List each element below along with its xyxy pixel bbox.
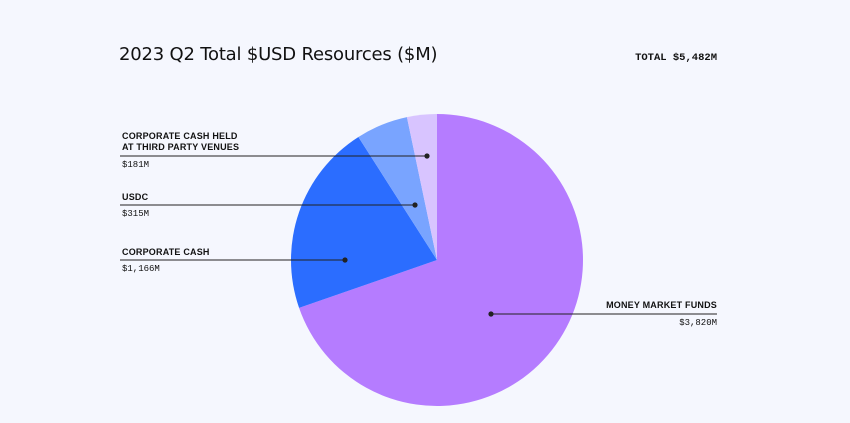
slice-labels: MONEY MARKET FUNDS $3,820M CORPORATE CASH $… bbox=[122, 131, 717, 328]
pie-slice-money-market-funds bbox=[299, 114, 583, 407]
leader-dot-corporate-cash bbox=[342, 257, 348, 263]
leader-dot-usdc bbox=[412, 202, 418, 208]
total-label: TOTAL $5,482M bbox=[635, 52, 717, 64]
slice-value-label: $315M bbox=[122, 209, 149, 219]
slice-value-label: $1,166M bbox=[122, 264, 160, 274]
slice-name-label: MONEY MARKET FUNDS bbox=[606, 300, 717, 310]
slice-value-label: $3,820M bbox=[679, 318, 717, 328]
pie-slice-usdc bbox=[358, 117, 437, 260]
pie-slice-corporate-cash bbox=[290, 136, 437, 308]
pie-slices bbox=[290, 114, 583, 407]
chart-title: 2023 Q2 Total $USD Resources ($M) bbox=[119, 44, 438, 65]
slice-name-label: AT THIRD PARTY VENUES bbox=[122, 142, 239, 152]
slice-name-label: USDC bbox=[122, 192, 149, 202]
leader-dot-money-market-funds bbox=[488, 311, 494, 317]
slice-name-label: CORPORATE CASH HELD bbox=[122, 131, 238, 141]
slice-name-label: CORPORATE CASH bbox=[122, 247, 210, 257]
slice-value-label: $181M bbox=[122, 160, 149, 170]
leader-dot-corporate-cash-held-at-third-party-venues bbox=[424, 153, 430, 159]
leader-lines bbox=[120, 153, 717, 317]
pie-slice-corporate-cash-held-at-third-party-venues bbox=[406, 114, 437, 260]
